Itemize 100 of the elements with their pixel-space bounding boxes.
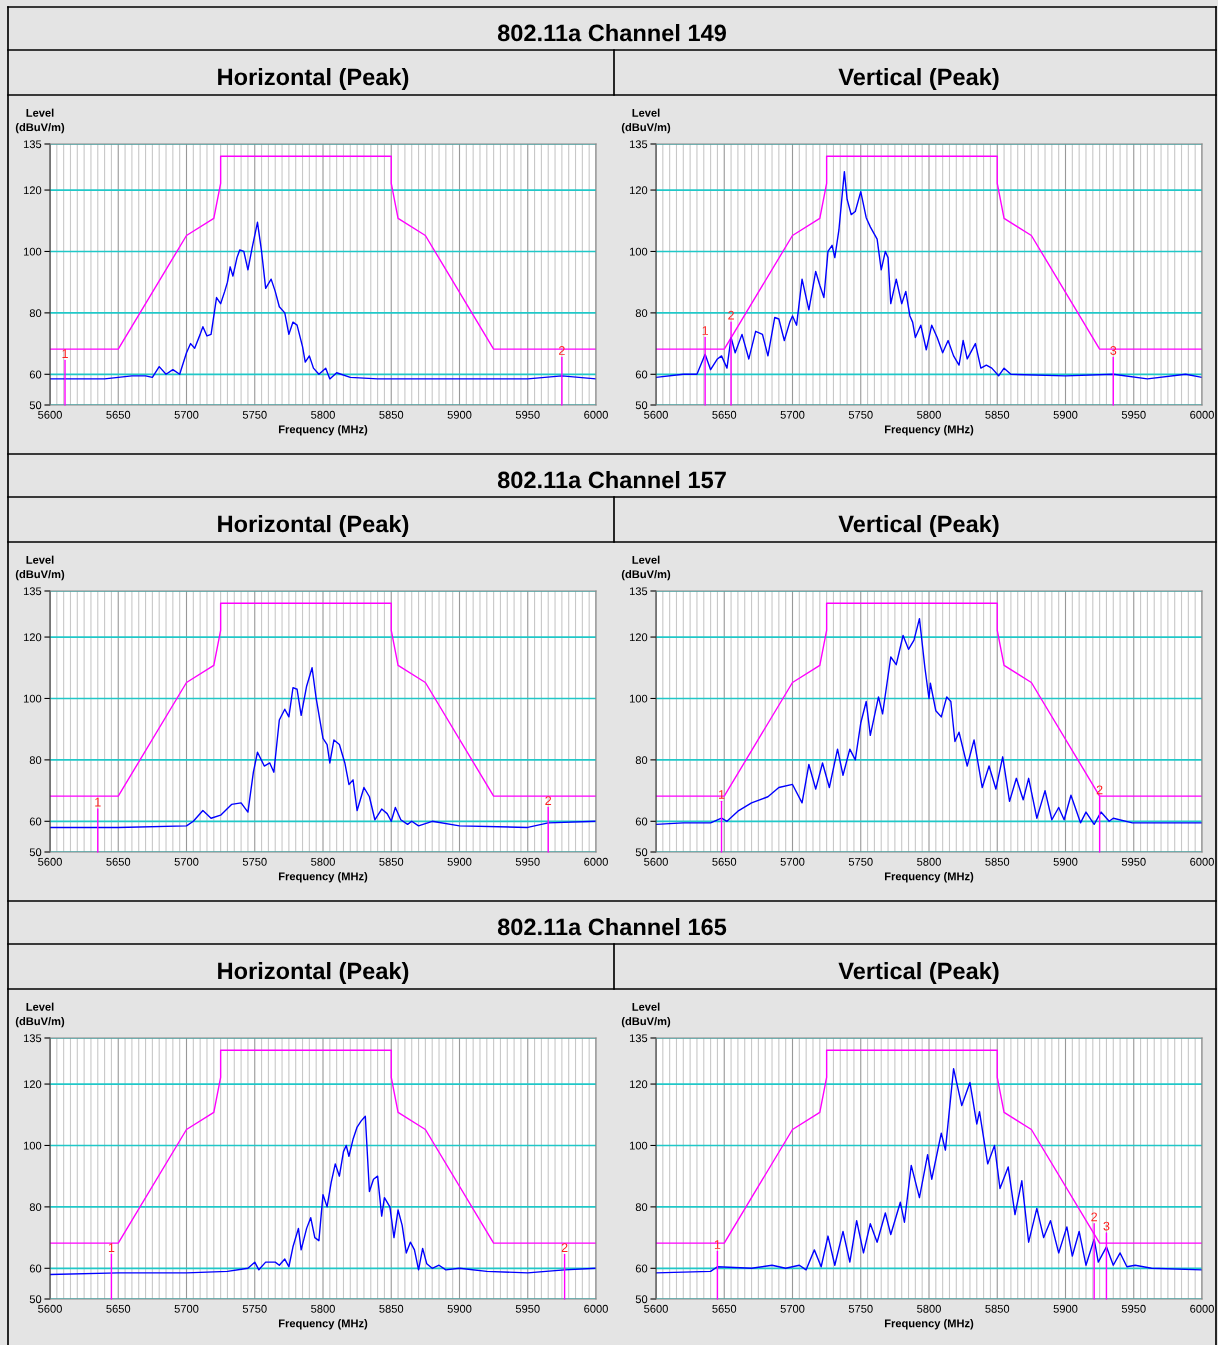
y-tick-label: 135	[629, 140, 648, 149]
y-tick-label: 50	[635, 1295, 648, 1304]
x-tick-label: 5950	[1121, 410, 1146, 419]
y-axis-title: Level (dBuV/m)	[15, 108, 65, 134]
y-tick-label: 80	[635, 1203, 648, 1212]
x-tick-label: 5950	[515, 857, 540, 866]
annotation: 1	[95, 797, 101, 807]
x-axis-title: Frequency (MHz)	[278, 1319, 368, 1330]
y-tick-label: 60	[29, 1264, 42, 1273]
x-tick-label: 5600	[644, 857, 668, 866]
y-tick-label: 135	[629, 587, 648, 596]
chart-title: 802.11a Channel 157	[497, 470, 726, 489]
y-tick-label: 135	[629, 1034, 648, 1043]
y-tick-label: 135	[23, 140, 42, 149]
x-tick-label: 5800	[917, 1304, 941, 1313]
x-tick-label: 5800	[311, 1304, 335, 1313]
y-tick-label: 80	[635, 756, 648, 765]
y-tick-label: 100	[23, 694, 42, 703]
y-tick-label: 60	[635, 1264, 648, 1273]
y-tick-label: 80	[29, 756, 42, 765]
x-tick-label: 5800	[311, 410, 335, 419]
annotation: 1	[62, 349, 68, 358]
x-tick-label: 5850	[379, 857, 404, 866]
x-tick-label: 5850	[985, 857, 1010, 866]
x-tick-label: 5600	[644, 410, 668, 419]
line-series	[50, 221, 596, 380]
chart-title: 802.11a Channel 149	[497, 24, 726, 42]
line-series	[656, 1068, 1202, 1274]
x-tick-label: 5650	[712, 410, 737, 419]
x-tick-label: 5950	[1121, 1304, 1146, 1313]
line-series	[656, 170, 1202, 380]
x-tick-label: 5700	[780, 1304, 805, 1313]
x-tick-label: 5900	[1053, 410, 1078, 419]
x-axis-title: Frequency (MHz)	[884, 872, 974, 883]
y-tick-label: 120	[23, 186, 42, 195]
y-tick-label: 60	[29, 817, 42, 826]
annotation: 3	[1103, 1221, 1110, 1231]
chart-subtitle: Vertical (Peak)	[838, 68, 999, 90]
x-tick-label: 5750	[848, 1304, 873, 1313]
y-axis-title: Level (dBuV/m)	[621, 108, 671, 134]
line-series	[50, 1115, 596, 1276]
x-tick-label: 5800	[311, 857, 335, 866]
y-tick-label: 50	[29, 1295, 42, 1304]
x-axis-title: Frequency (MHz)	[884, 425, 974, 436]
y-tick-label: 100	[629, 1141, 648, 1150]
x-tick-label: 5600	[38, 1304, 62, 1313]
x-tick-label: 5700	[780, 857, 805, 866]
chart-subtitle: Horizontal (Peak)	[218, 68, 409, 90]
x-tick-label: 6000	[1190, 1304, 1214, 1313]
x-tick-label: 5950	[1121, 857, 1146, 866]
x-tick-label: 5800	[917, 857, 941, 866]
line-series	[656, 617, 1202, 826]
y-tick-label: 120	[629, 186, 648, 195]
x-axis-title: Frequency (MHz)	[278, 872, 368, 883]
x-axis-title: Frequency (MHz)	[278, 425, 368, 436]
y-tick-label: 135	[23, 587, 42, 596]
y-tick-label: 120	[23, 633, 42, 642]
y-tick-label: 50	[29, 848, 42, 857]
x-tick-label: 5700	[174, 410, 199, 419]
chart-subtitle: Horizontal (Peak)	[218, 514, 409, 537]
y-tick-label: 100	[629, 247, 648, 256]
y-tick-label: 80	[29, 1203, 42, 1212]
y-tick-label: 50	[29, 401, 42, 410]
x-tick-label: 5700	[174, 857, 199, 866]
annotation: 2	[561, 1243, 568, 1252]
x-tick-label: 5700	[174, 1304, 199, 1313]
x-tick-label: 5900	[447, 410, 472, 419]
x-tick-label: 5750	[242, 410, 267, 419]
y-tick-label: 80	[29, 309, 42, 318]
x-tick-label: 5800	[917, 410, 941, 419]
x-tick-label: 5850	[985, 410, 1010, 419]
annotation: 1	[108, 1243, 115, 1252]
x-tick-label: 5750	[242, 1304, 267, 1313]
x-tick-label: 5900	[1053, 857, 1078, 866]
annotation: 2	[1091, 1212, 1098, 1222]
y-tick-label: 120	[629, 633, 648, 642]
y-tick-label: 50	[635, 401, 648, 410]
y-tick-label: 100	[23, 1141, 42, 1150]
line-series	[50, 602, 596, 797]
y-tick-label: 100	[629, 694, 648, 703]
annotation: 1	[702, 326, 709, 335]
y-tick-label: 50	[635, 848, 648, 857]
chart-title: 802.11a Channel 165	[497, 917, 727, 936]
line-series	[50, 1049, 596, 1244]
y-tick-label: 135	[23, 1034, 42, 1043]
x-tick-label: 5700	[780, 410, 805, 419]
x-tick-label: 5650	[106, 410, 131, 419]
x-tick-label: 5650	[106, 857, 131, 866]
x-tick-label: 5650	[712, 1304, 737, 1313]
x-tick-label: 5850	[379, 410, 404, 419]
line-series	[50, 667, 596, 829]
x-tick-label: 5850	[379, 1304, 404, 1313]
chart-subtitle: Horizontal (Peak)	[218, 961, 409, 985]
x-tick-label: 5900	[1053, 1304, 1078, 1313]
x-tick-label: 5950	[515, 410, 540, 419]
y-tick-label: 60	[635, 370, 648, 379]
x-tick-label: 5600	[38, 857, 62, 866]
y-axis-title: Level (dBuV/m)	[15, 555, 65, 581]
y-tick-label: 100	[23, 247, 42, 256]
x-axis-title: Frequency (MHz)	[884, 1319, 974, 1330]
